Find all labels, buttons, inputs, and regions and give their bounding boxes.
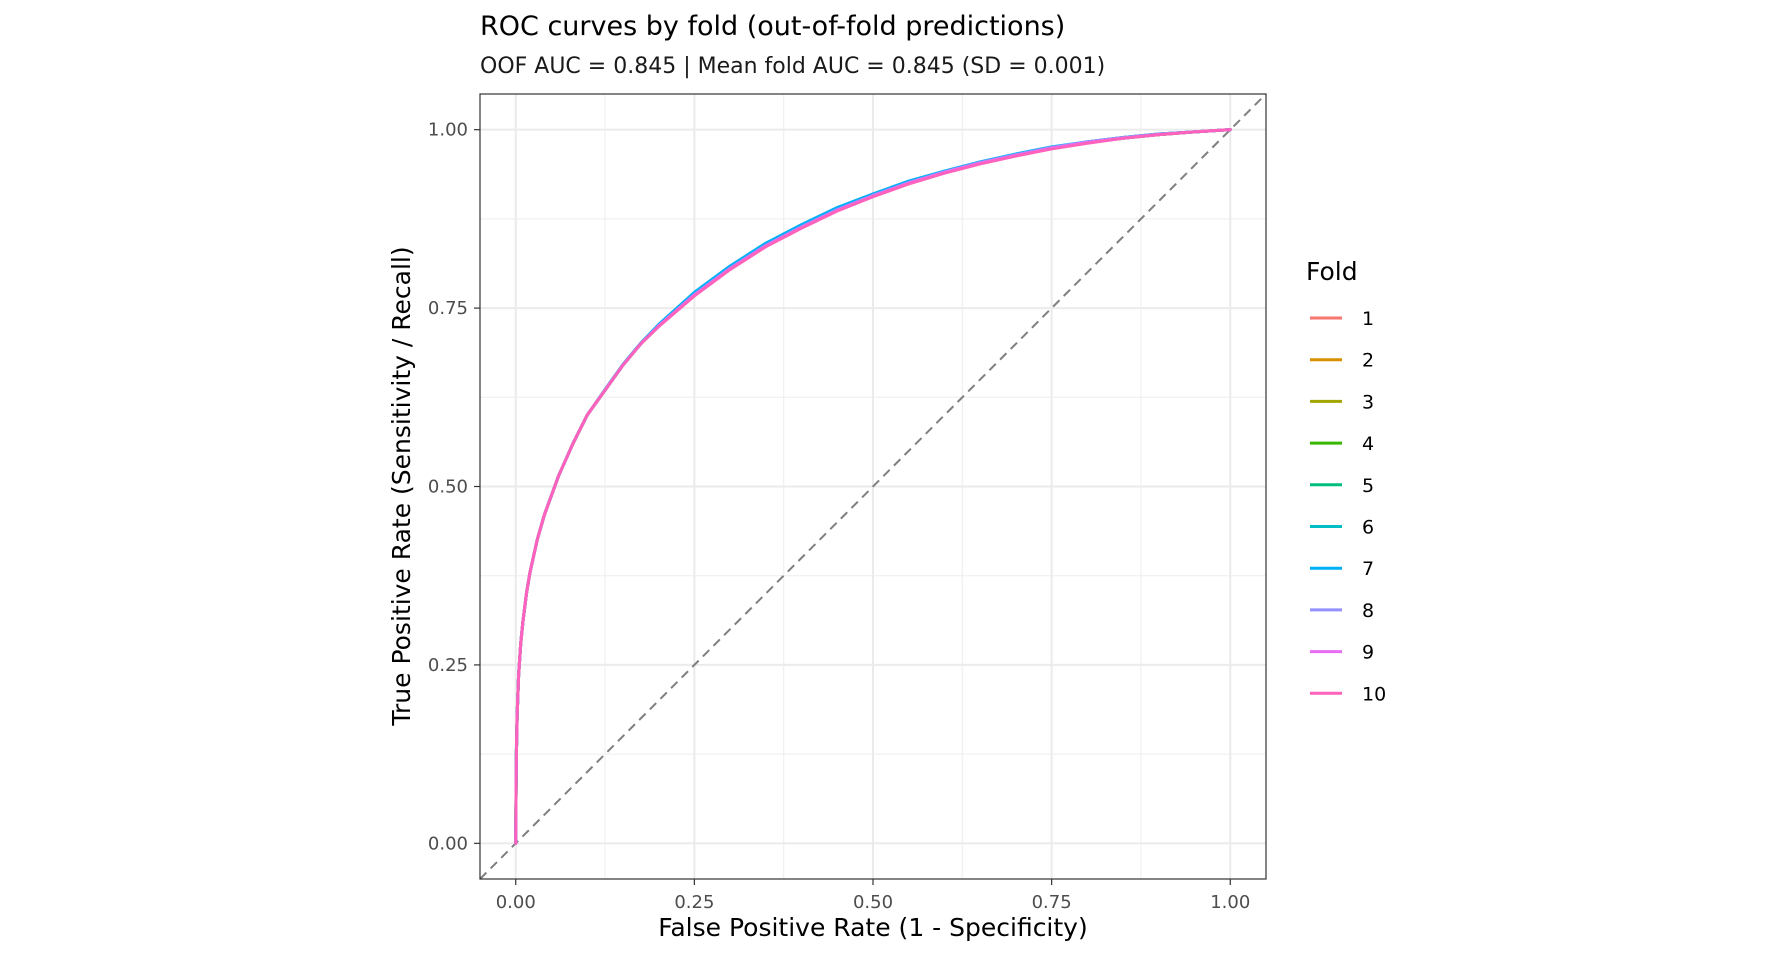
legend-title: Fold — [1306, 257, 1358, 286]
x-axis-ticks: 0.00 0.25 0.50 0.75 1.00 — [496, 879, 1250, 913]
legend-items: 1 2 3 4 5 6 7 8 9 10 — [1310, 308, 1386, 705]
y-axis-ticks: 0.00 0.25 0.50 0.75 1.00 — [428, 120, 480, 854]
y-tick-label: 0.25 — [428, 655, 468, 676]
x-tick-label: 0.25 — [674, 892, 714, 913]
legend-item-fold-3: 3 — [1310, 391, 1374, 413]
legend-label: 10 — [1362, 683, 1386, 705]
series-lines — [514, 128, 1232, 845]
legend-label: 9 — [1362, 642, 1374, 664]
legend-label: 1 — [1362, 308, 1374, 330]
legend-item-fold-8: 8 — [1310, 600, 1374, 622]
y-tick-label: 0.00 — [428, 833, 468, 854]
legend-item-fold-10: 10 — [1310, 683, 1386, 705]
y-tick-label: 0.75 — [428, 298, 468, 319]
legend-label: 7 — [1362, 558, 1374, 580]
y-tick-label: 1.00 — [428, 120, 468, 141]
legend-label: 5 — [1362, 475, 1374, 497]
legend: Fold 1 2 3 4 5 6 7 8 9 10 — [1306, 257, 1386, 705]
legend-label: 4 — [1362, 433, 1374, 455]
reference-diagonal-line — [479, 93, 1267, 880]
x-axis-label: False Positive Rate (1 - Specificity) — [658, 913, 1087, 942]
legend-item-fold-1: 1 — [1310, 308, 1374, 330]
y-tick-label: 0.50 — [428, 477, 468, 498]
chart-title: ROC curves by fold (out-of-fold predicti… — [480, 11, 1065, 42]
x-tick-label: 0.00 — [496, 892, 536, 913]
legend-label: 6 — [1362, 517, 1374, 539]
legend-label: 2 — [1362, 350, 1374, 372]
chart-subtitle: OOF AUC = 0.845 | Mean fold AUC = 0.845 … — [480, 54, 1105, 79]
series-line-fold-10 — [514, 128, 1232, 845]
legend-item-fold-4: 4 — [1310, 433, 1374, 455]
legend-item-fold-9: 9 — [1310, 642, 1374, 664]
legend-label: 3 — [1362, 391, 1374, 413]
legend-item-fold-6: 6 — [1310, 517, 1374, 539]
legend-item-fold-7: 7 — [1310, 558, 1374, 580]
x-tick-label: 1.00 — [1210, 892, 1250, 913]
legend-label: 8 — [1362, 600, 1374, 622]
y-axis-label: True Positive Rate (Sensitivity / Recall… — [387, 246, 416, 726]
x-tick-label: 0.75 — [1032, 892, 1072, 913]
legend-item-fold-5: 5 — [1310, 475, 1374, 497]
x-tick-label: 0.50 — [853, 892, 893, 913]
legend-item-fold-2: 2 — [1310, 350, 1374, 372]
